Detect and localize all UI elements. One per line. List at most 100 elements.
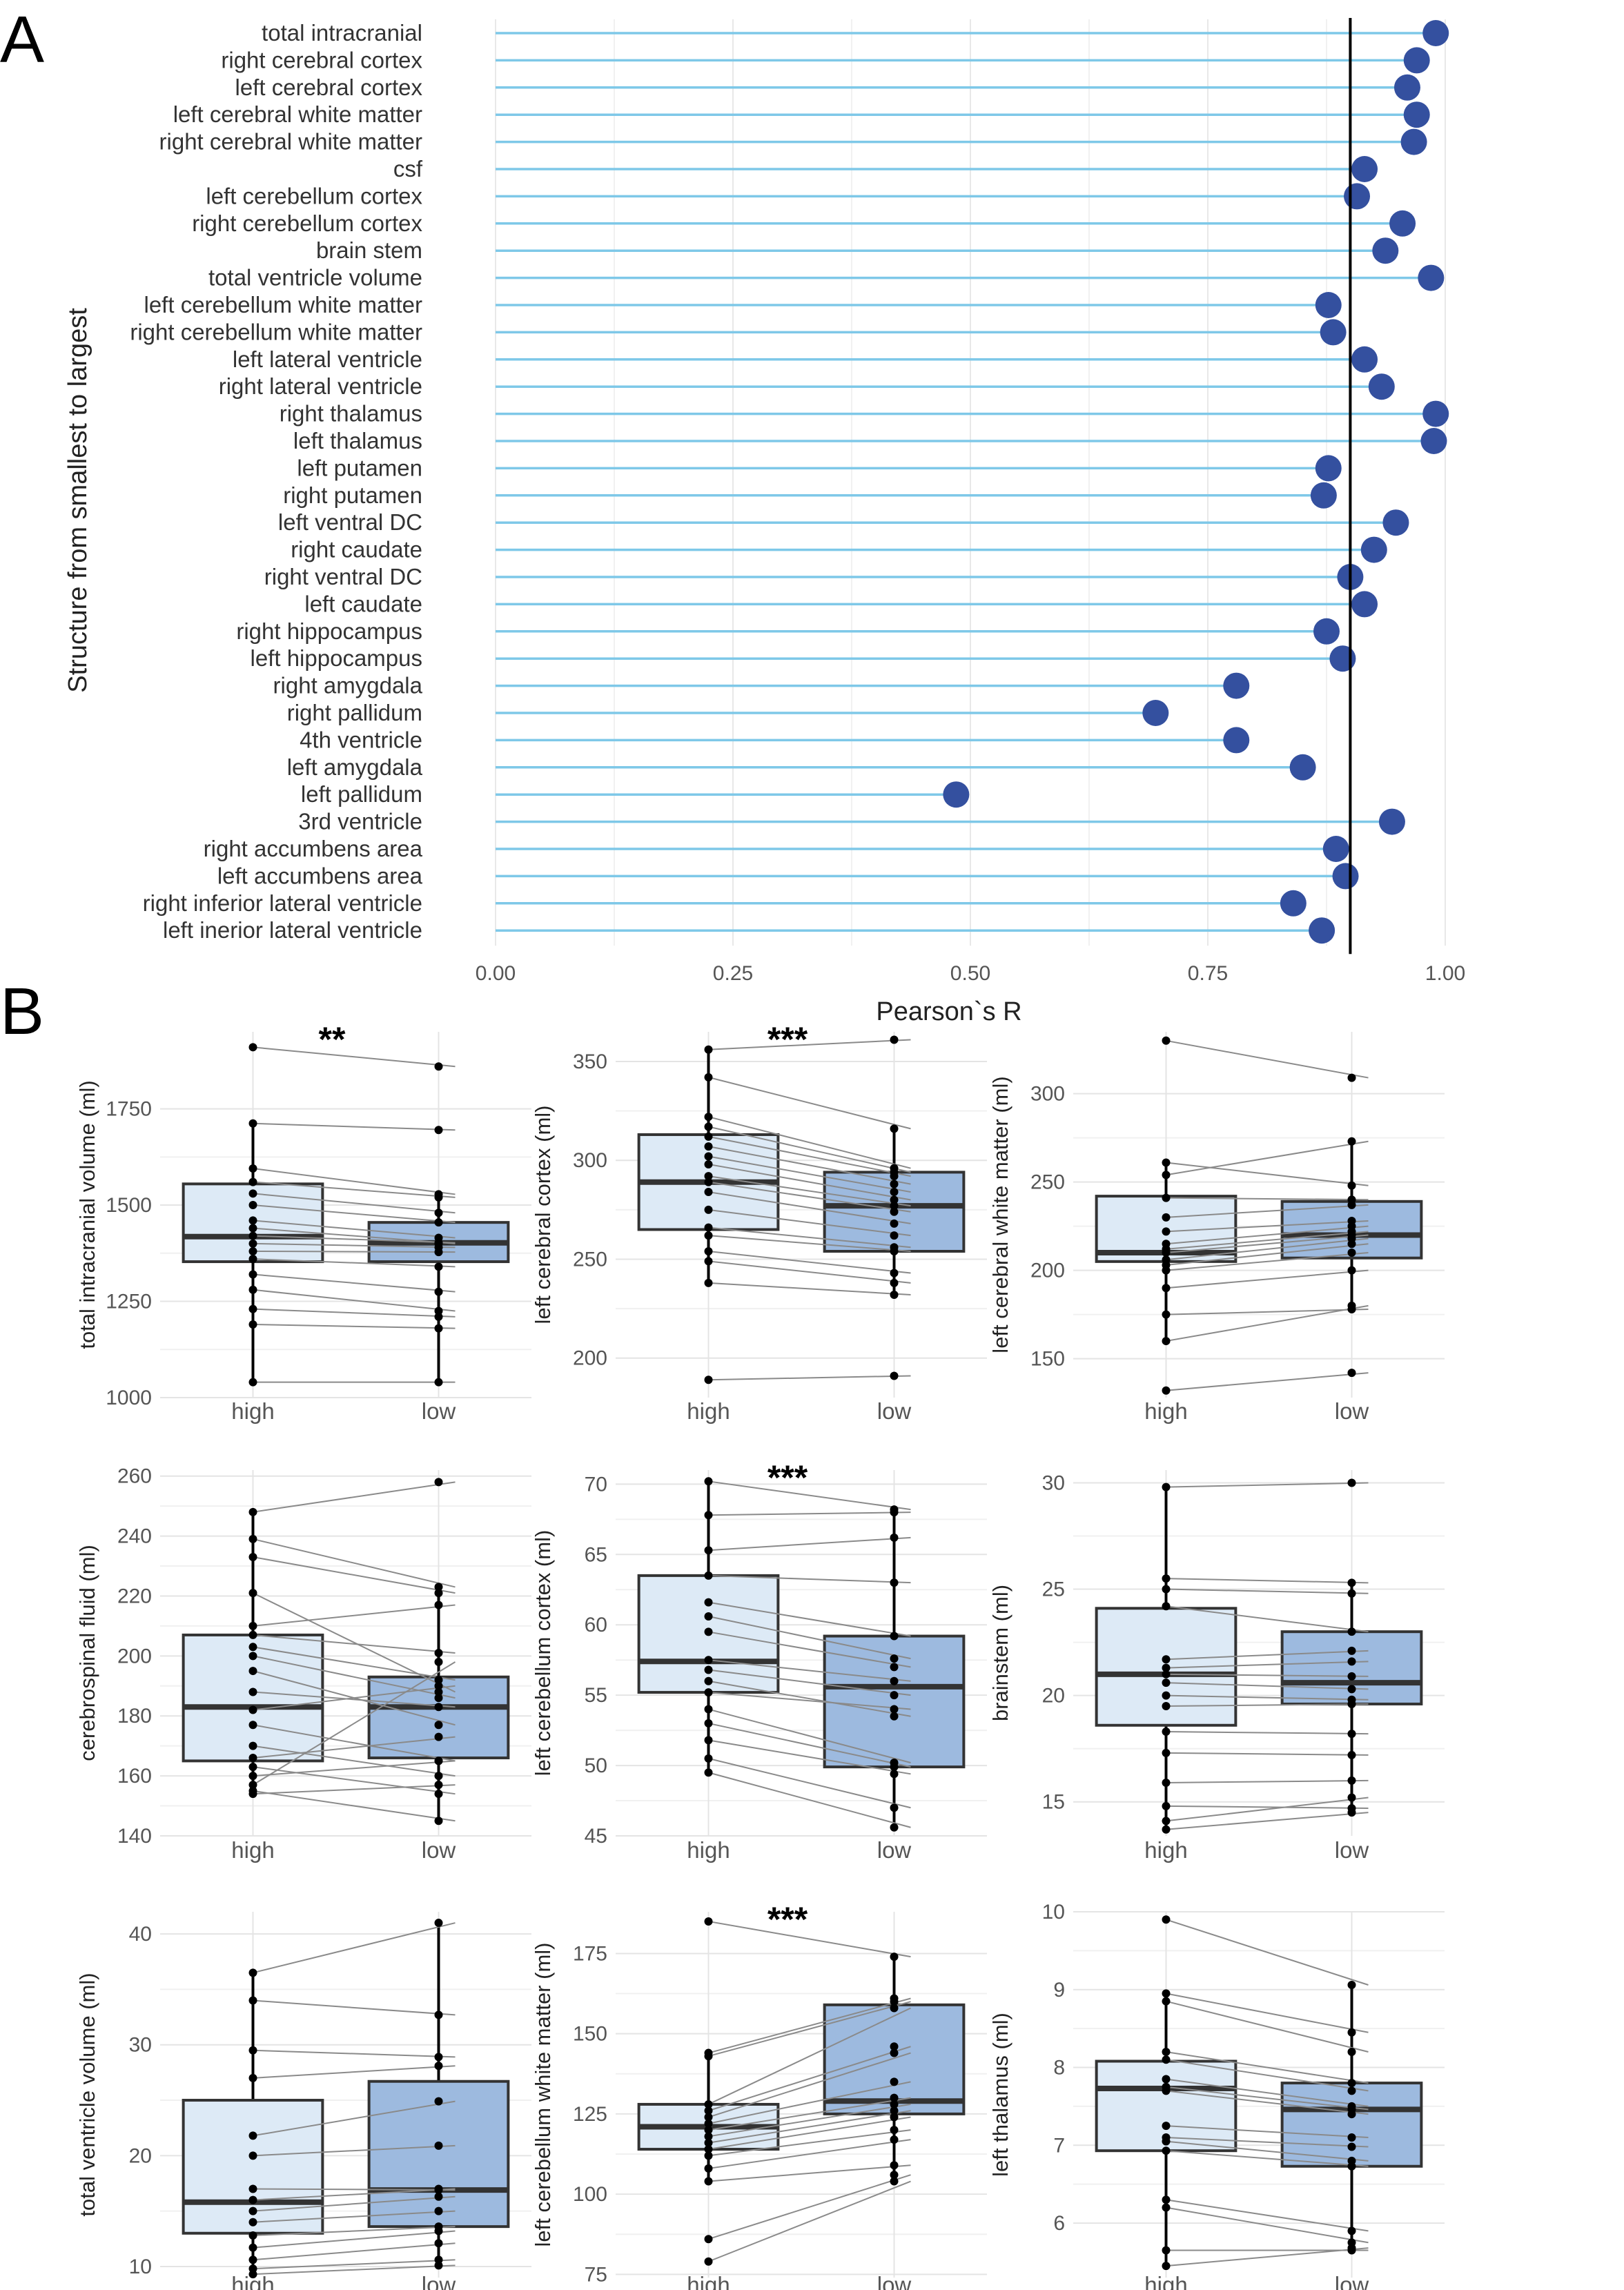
point-high (704, 1231, 713, 1240)
point-low (1347, 2079, 1356, 2088)
boxplot-panel: 1000 1250 1500 1750 high low total intracrania… (75, 1020, 531, 1424)
point-high (704, 1598, 713, 1607)
point-high (704, 1188, 713, 1197)
paired-line (253, 1481, 456, 1513)
paired-line (1166, 2090, 1369, 2115)
point-low (1347, 1301, 1356, 1310)
x-category-label: low (877, 2272, 912, 2290)
paired-line (1166, 1731, 1369, 1735)
structure-label: right accumbens area (204, 836, 423, 861)
lollipop-point (1378, 808, 1405, 835)
point-low (890, 2161, 899, 2170)
y-tick-label: 65 (585, 1543, 607, 1566)
paired-line (253, 2188, 456, 2201)
point-low (434, 1919, 443, 1928)
paired-line (708, 1039, 911, 1050)
point-low (890, 2171, 899, 2180)
point-high (704, 1571, 713, 1580)
point-high (1162, 1915, 1171, 1924)
point-low (434, 1681, 443, 1690)
paired-line (253, 1766, 456, 1795)
y-tick-label: 1500 (106, 1194, 152, 1217)
boxplot-panel: 140 160 180 200 220 240 260 high low cerebrospina… (75, 1465, 531, 1863)
point-high (1162, 1310, 1171, 1319)
paired-line (708, 2046, 911, 2112)
point-low (890, 1124, 899, 1133)
paired-line (708, 1480, 911, 1511)
point-low (1347, 1672, 1356, 1681)
paired-line (1166, 1919, 1369, 1986)
point-high (248, 1285, 257, 1294)
x-category-label: high (1144, 2272, 1187, 2290)
point-low (434, 1218, 443, 1227)
point-high (704, 1142, 713, 1151)
point-high (704, 1073, 713, 1082)
structure-label: 4th ventricle (300, 727, 422, 752)
paired-line (1166, 1779, 1369, 1783)
structure-label: right cerebral white matter (159, 129, 422, 155)
y-tick-label: 300 (573, 1149, 607, 1172)
point-low (890, 1705, 899, 1714)
point-high (248, 1763, 257, 1772)
point-low (434, 1790, 443, 1799)
point-high (704, 1205, 713, 1214)
point-high (248, 1119, 257, 1128)
point-high (1162, 1036, 1171, 1045)
point-high (704, 1376, 713, 1384)
paired-line (1166, 1482, 1369, 1488)
point-high (704, 2257, 713, 2266)
point-low (434, 1703, 443, 1712)
y-tick-label: 40 (129, 1923, 152, 1946)
y-axis-title: brainstem (ml) (988, 1585, 1012, 1721)
y-axis-title: total ventricle volume (ml) (75, 1973, 99, 2216)
structure-label: right ventral DC (264, 564, 422, 589)
point-high (1162, 2195, 1171, 2204)
paired-line (1166, 1252, 1369, 1271)
x-category-label: low (422, 1837, 456, 1863)
point-high (248, 2131, 257, 2140)
point-high (1162, 1748, 1171, 1757)
paired-line (708, 1536, 911, 1552)
paired-line (1166, 2199, 1369, 2232)
x-category-label: high (1144, 1398, 1187, 1424)
paired-line (253, 1308, 456, 1318)
y-axis-title: total intracranial volume (ml) (75, 1080, 99, 1349)
point-low (434, 1307, 443, 1315)
y-tick-label: 175 (573, 1942, 607, 1965)
point-high (248, 1534, 257, 1543)
point-high (248, 1247, 257, 1255)
point-high (704, 1917, 713, 1926)
point-low (890, 2004, 899, 2013)
paired-line (253, 1685, 456, 1711)
paired-line (708, 1235, 911, 1252)
boxplot-panel: 150 200 250 300 high low left cerebral white m… (988, 1032, 1445, 1424)
boxplot-panel: 45 50 55 60 65 70 high low left cerebellum corte… (531, 1458, 987, 1863)
point-high (704, 1172, 713, 1181)
paired-line (253, 1745, 456, 1777)
lollipop-point (1422, 400, 1449, 427)
structure-label: total ventricle volume (208, 265, 422, 291)
point-low (890, 2113, 899, 2122)
paired-line (253, 1646, 456, 1681)
paired-line (253, 1242, 456, 1249)
lollipop-point (1400, 128, 1427, 155)
point-high (248, 1790, 257, 1799)
point-low (1347, 2110, 1356, 2119)
paired-line (253, 2188, 456, 2191)
point-high (248, 1320, 257, 1329)
paired-line (708, 2110, 911, 2144)
box-low (1280, 2082, 1423, 2168)
point-high (704, 1656, 713, 1665)
paired-line (708, 1282, 911, 1296)
lollipop-point (1360, 536, 1387, 563)
point-low (434, 2097, 443, 2106)
paired-line (708, 1708, 911, 1763)
point-high (248, 2073, 257, 2082)
paired-line (253, 1258, 456, 1268)
lollipop-point (1315, 292, 1342, 318)
structure-label: right hippocampus (236, 618, 422, 644)
point-low (434, 2206, 443, 2215)
point-high (1162, 1989, 1171, 1998)
boxplot-panel: 75 100 125 150 175 high low left cerebellum whi… (531, 1900, 987, 2290)
